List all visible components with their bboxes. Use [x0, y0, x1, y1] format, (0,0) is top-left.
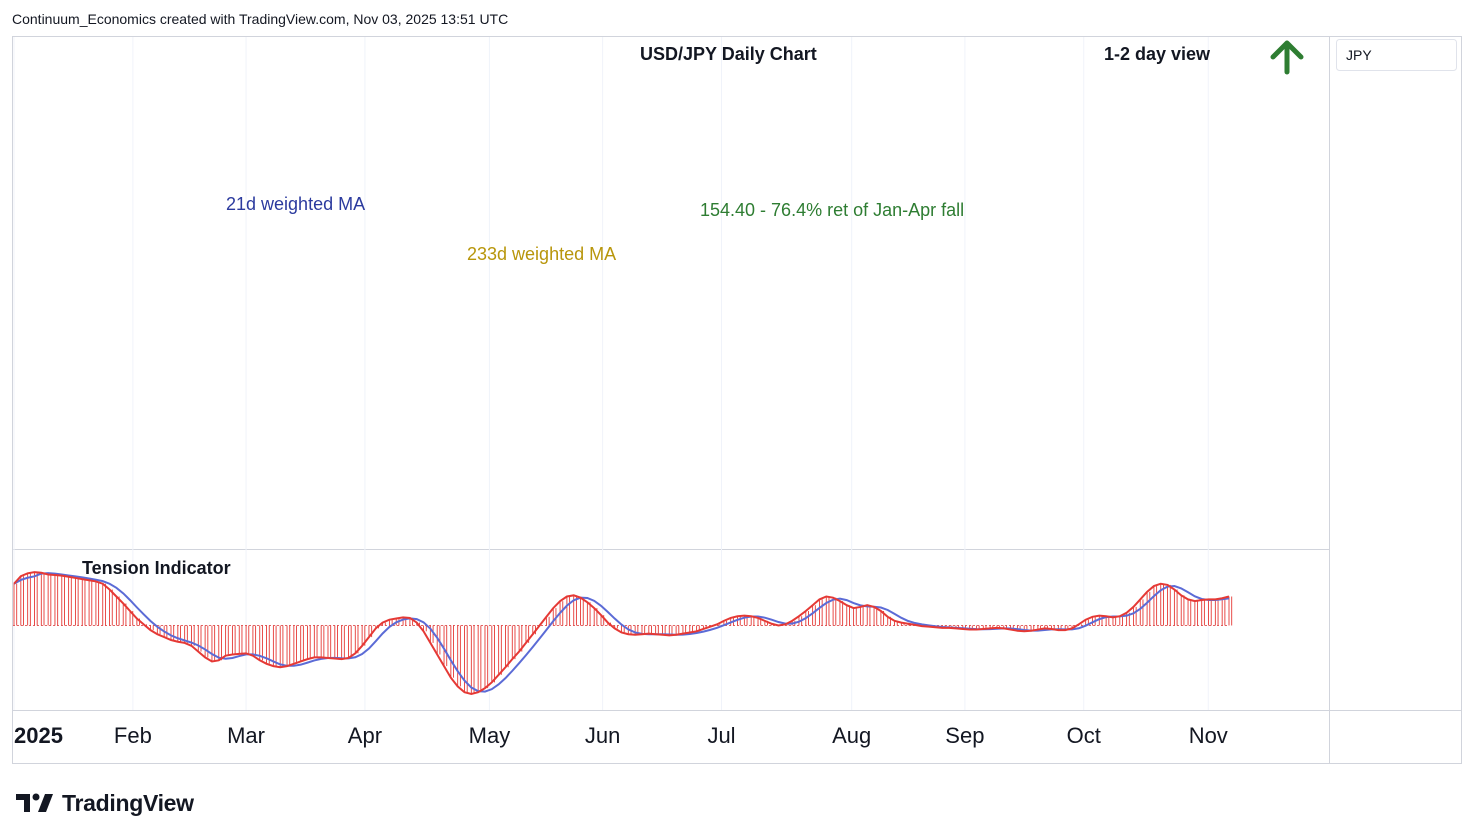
- x-tick-label: May: [469, 723, 511, 748]
- x-tick-label: Mar: [227, 723, 265, 748]
- wma21-label: 21d weighted MA: [226, 194, 365, 214]
- currency-label: JPY: [1346, 47, 1372, 63]
- currency-box[interactable]: [1336, 39, 1457, 71]
- x-tick-label: Jun: [585, 723, 620, 748]
- axis-layer: 156.000144.000140.000152.000154.285152.5…: [14, 723, 1228, 748]
- x-tick-label: Oct: [1067, 723, 1101, 748]
- tradingview-logo-icon: [16, 793, 53, 812]
- fib-note: 154.40 - 76.4% ret of Jan-Apr fall: [700, 200, 964, 220]
- grid-lines: [13, 37, 1209, 710]
- tradingview-logo[interactable]: TradingView: [16, 790, 194, 816]
- chart-title: USD/JPY Daily Chart: [640, 44, 817, 64]
- tension-indicator-layer: [13, 571, 1233, 695]
- tension-indicator-title: Tension Indicator: [82, 558, 231, 578]
- view-label: 1-2 day view: [1104, 44, 1211, 64]
- tradingview-brand: TradingView: [62, 789, 194, 816]
- x-tick-label: Sep: [945, 723, 984, 748]
- up-arrow-icon: [1270, 40, 1304, 75]
- chart-credit: Continuum_Economics created with Trading…: [12, 11, 509, 27]
- x-tick-label: Apr: [348, 723, 382, 748]
- x-tick-label: 2025: [14, 723, 63, 748]
- x-tick-label: Jul: [707, 723, 735, 748]
- x-tick-label: Feb: [114, 723, 152, 748]
- x-tick-label: Nov: [1189, 723, 1228, 748]
- x-tick-label: Aug: [832, 723, 871, 748]
- tension-line: [13, 571, 1230, 695]
- chart-frame: [12, 36, 1462, 764]
- wma233-label: 233d weighted MA: [467, 244, 616, 264]
